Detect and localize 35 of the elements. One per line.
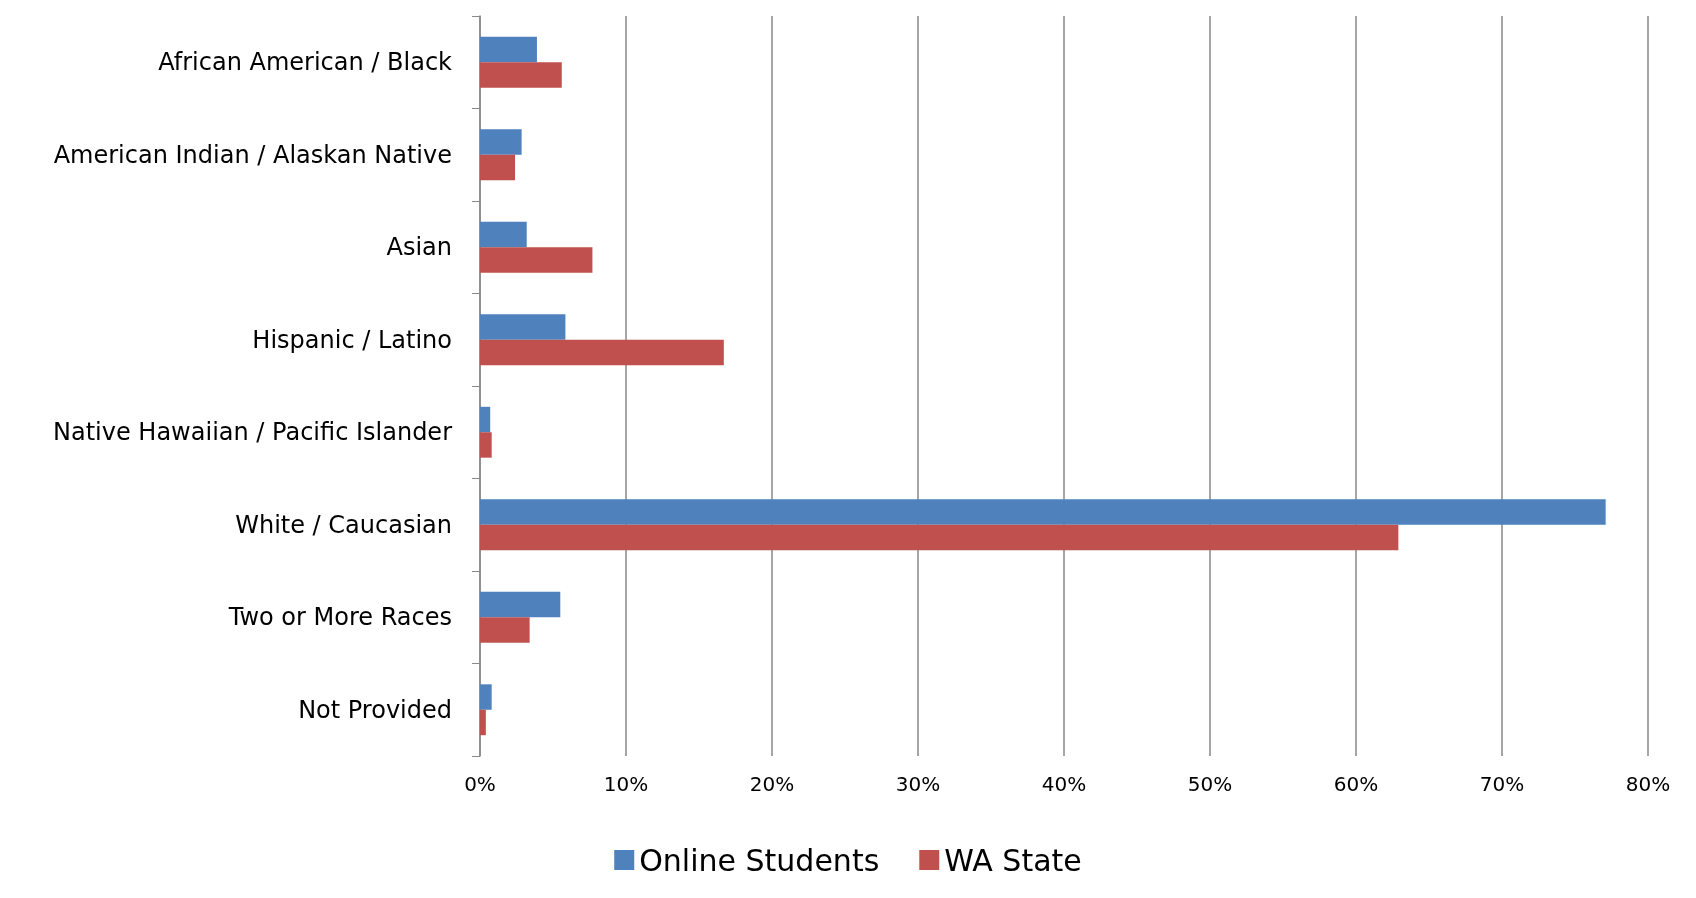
bar xyxy=(480,432,492,458)
bar xyxy=(480,499,1606,525)
bar xyxy=(480,221,527,248)
y-tick-label: Not Provided xyxy=(298,695,452,724)
y-tick-label: Native Hawaiian / Pacific Islander xyxy=(53,418,453,447)
x-tick-label: 60% xyxy=(1333,772,1379,796)
x-tick-label: 80% xyxy=(1625,772,1671,796)
x-tick-label: 20% xyxy=(749,772,795,796)
x-tick-label: 10% xyxy=(603,772,649,796)
legend-label: Online Students xyxy=(639,842,880,878)
bar xyxy=(480,339,724,366)
x-tick-label: 50% xyxy=(1187,772,1233,796)
x-tick-label: 30% xyxy=(895,772,941,796)
bar xyxy=(480,36,537,63)
bar xyxy=(480,406,491,433)
bar xyxy=(480,247,593,273)
y-tick-label: Hispanic / Latino xyxy=(252,325,452,354)
y-tick-label: American Indian / Alaskan Native xyxy=(53,140,452,169)
x-tick-label: 70% xyxy=(1479,772,1525,796)
bar xyxy=(480,591,561,618)
y-tick-label: Asian xyxy=(386,233,452,262)
bar xyxy=(480,129,522,155)
bar xyxy=(480,62,562,88)
y-tick-label: Two or More Races xyxy=(227,603,452,632)
bar xyxy=(480,314,566,340)
x-tick-label: 40% xyxy=(1041,772,1087,796)
bar xyxy=(480,154,516,181)
bar xyxy=(480,617,530,643)
bar xyxy=(480,684,492,710)
legend-label: WA State xyxy=(944,842,1082,878)
x-tick-label: 0% xyxy=(464,772,496,796)
bar xyxy=(480,709,486,736)
y-tick-label: White / Caucasian xyxy=(235,510,452,539)
bar xyxy=(480,524,1399,551)
y-tick-label: African American / Black xyxy=(158,48,453,77)
